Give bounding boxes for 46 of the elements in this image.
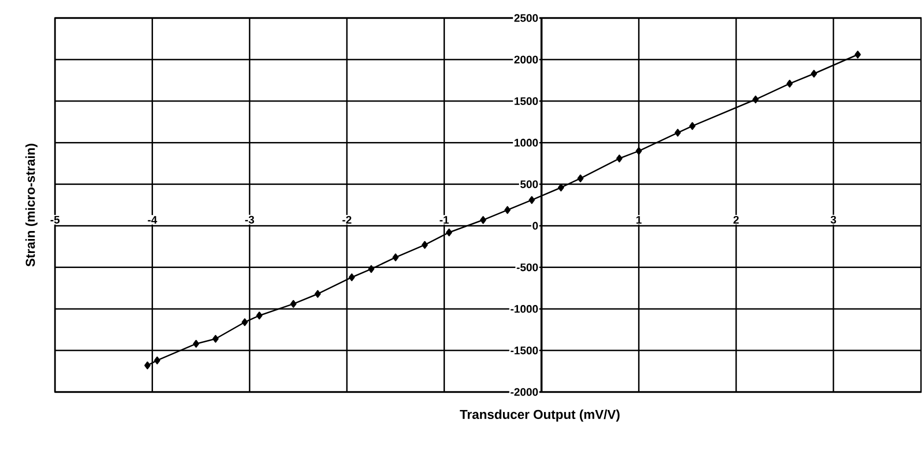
point — [558, 184, 564, 192]
point — [674, 128, 681, 137]
x-tick-label: -5 — [50, 216, 60, 224]
y-tick-label: 1000 — [514, 138, 538, 147]
point — [314, 290, 321, 298]
y-tick-label: 1500 — [514, 97, 538, 105]
x-tick-label: 1 — [636, 216, 642, 224]
point — [689, 122, 696, 130]
point — [368, 265, 374, 273]
y-tick-label: -500 — [516, 263, 538, 272]
y-tick-label: -1000 — [510, 305, 538, 313]
y-tick-label: 0 — [532, 222, 538, 230]
y-axis-title: Strain (micro-strain) — [25, 144, 38, 267]
point — [392, 253, 399, 262]
point — [616, 154, 622, 162]
point — [786, 80, 793, 88]
point — [854, 50, 861, 58]
y-tick-label: 500 — [520, 180, 538, 188]
point — [256, 312, 262, 320]
x-tick-label: -2 — [342, 216, 352, 224]
x-tick-label: 3 — [830, 216, 836, 224]
point — [446, 228, 452, 236]
point — [636, 147, 642, 155]
point — [480, 216, 486, 224]
x-tick-label: -1 — [440, 216, 449, 224]
point — [422, 241, 428, 249]
point — [212, 334, 219, 343]
point — [290, 300, 296, 308]
y-tick-label: -1500 — [510, 346, 538, 354]
point — [144, 362, 151, 370]
point — [528, 196, 535, 204]
y-tick-label: 2500 — [514, 14, 538, 22]
point — [154, 356, 160, 364]
y-tick-label: 2000 — [514, 56, 538, 64]
x-tick-label: -4 — [148, 216, 158, 224]
y-tick-label: -2000 — [510, 388, 538, 396]
x-tick-label: 2 — [733, 216, 739, 224]
point — [242, 318, 248, 326]
point — [193, 340, 200, 348]
point — [577, 174, 584, 182]
point — [348, 273, 355, 282]
point — [504, 206, 511, 214]
x-axis-title: Transducer Output (mV/V) — [460, 410, 620, 422]
point — [752, 96, 759, 104]
x-tick-label: -3 — [245, 216, 254, 224]
point — [810, 70, 818, 78]
